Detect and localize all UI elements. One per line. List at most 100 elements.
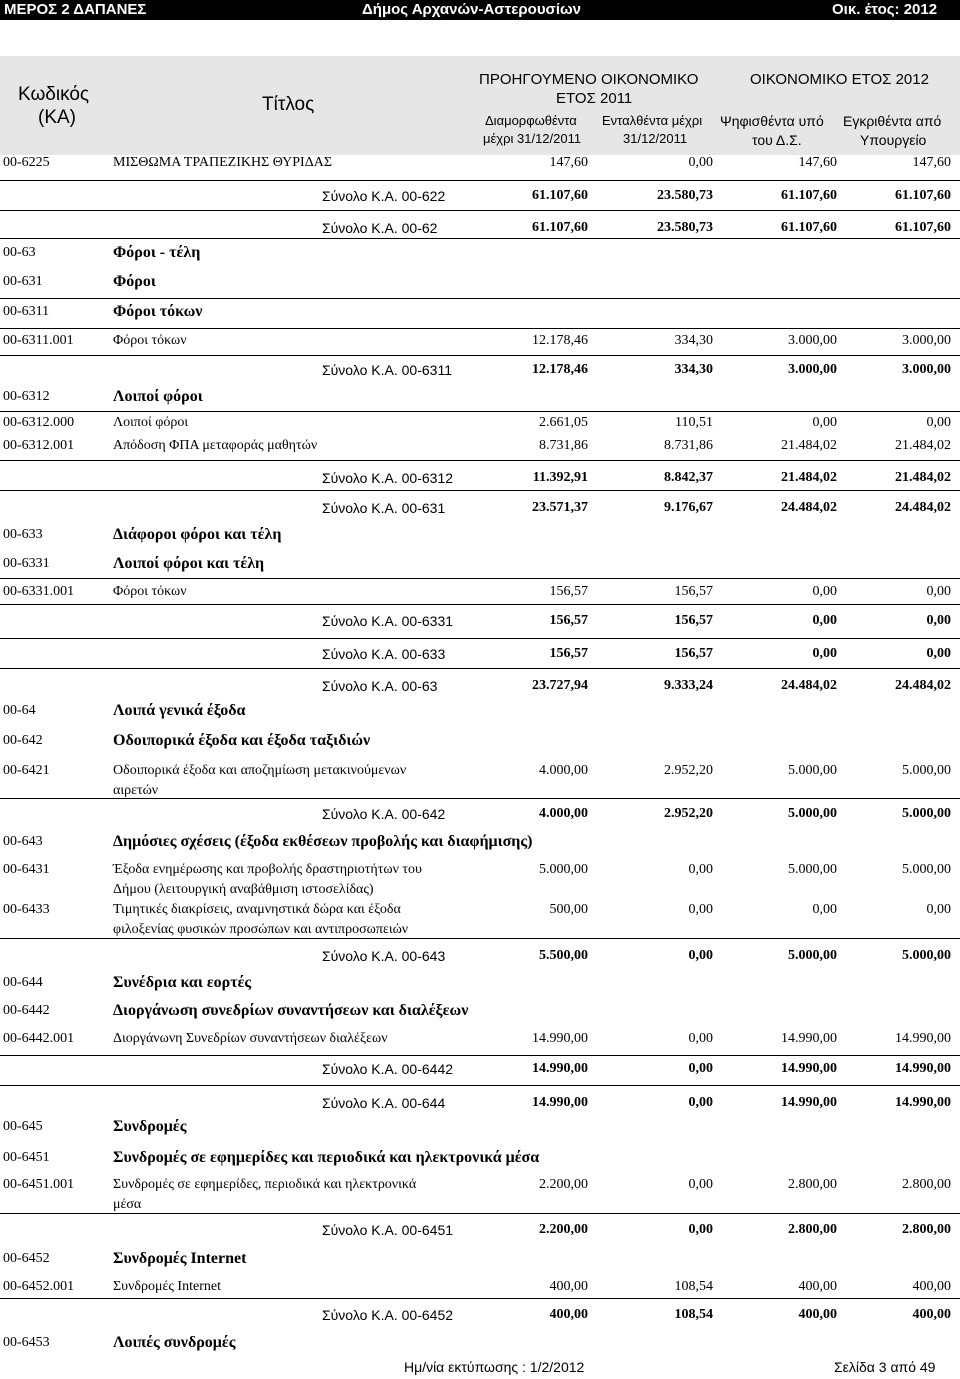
table-row: 00-631 Φόροι	[0, 273, 960, 294]
row-code: 00-6433	[3, 902, 50, 917]
row-title-cont: μέσα	[113, 1197, 142, 1212]
amount-col-4: 2.800,00	[902, 1222, 951, 1237]
row-title-cont: φιλοξενίας φυσικών προσώπων και αντιπροσ…	[113, 922, 409, 937]
header-prev-year-2: ΕΤΟΣ 2011	[556, 90, 633, 107]
row-title: Φόροι - τέλη	[113, 244, 201, 261]
amount-col-3: 2.800,00	[788, 1177, 837, 1192]
table-row: 00-6225 ΜΙΣΘΩΜΑ ΤΡΑΠΕΖΙΚΗΣ ΘΥΡΙΔΑΣ 147,60 0…	[0, 155, 960, 175]
row-code: 00-631	[3, 274, 43, 289]
amount-col-4: 24.484,02	[895, 678, 951, 693]
amount-col-4: 5.000,00	[902, 763, 951, 778]
row-title: Τιμητικές διακρίσεις, αναμνηστικά δώρα κ…	[113, 902, 401, 917]
table-row: 00-644 Συνέδρια και εορτές	[0, 974, 960, 995]
amount-col-2: 110,51	[675, 415, 713, 430]
table-row: 00-645 Συνδρομές	[0, 1118, 960, 1139]
total-label: Σύνολο Κ.Α. 00-62	[322, 220, 438, 236]
print-date: Ημ/νία εκτύπωσης : 1/2/2012	[404, 1359, 585, 1375]
amount-col-3: 61.107,60	[781, 188, 837, 203]
amount-col-1: 156,57	[549, 584, 589, 599]
table-row: 00-6431 Έξοδα ενημέρωσης και προβολής δρα…	[0, 862, 960, 897]
amount-col-3: 0,00	[812, 646, 838, 661]
row-title: Συνδρομές Internet	[113, 1250, 247, 1267]
amount-col-2: 334,30	[674, 333, 714, 348]
amount-col-1: 4.000,00	[539, 763, 588, 778]
top-bar: ΜΕΡΟΣ 2 ΔΑΠΑΝΕΣ Δήμος Αρχανών-Αστερουσίω…	[0, 0, 960, 20]
amount-col-2: 0,00	[688, 1177, 714, 1192]
amount-col-2: 0,00	[688, 862, 714, 877]
amount-col-4: 24.484,02	[895, 500, 951, 515]
total-row: Σύνολο Κ.Α. 00-622 61.107,60 23.580,73 61.1…	[0, 188, 960, 208]
amount-col-1: 12.178,46	[532, 362, 588, 377]
amount-col-4: 0,00	[926, 415, 952, 430]
amount-col-2: 9.176,67	[664, 500, 713, 515]
page-number: Σελίδα 3 από 49	[834, 1359, 936, 1375]
amount-col-3: 400,00	[798, 1307, 838, 1322]
row-code: 00-6453	[3, 1335, 50, 1350]
amount-col-3: 3.000,00	[788, 362, 837, 377]
amount-col-1: 14.990,00	[532, 1061, 588, 1076]
row-code: 00-645	[3, 1119, 43, 1134]
row-title: Συνδρομές σε εφημερίδες και περιοδικά κα…	[113, 1149, 540, 1166]
header-col4-a: Εγκριθέντα από	[843, 113, 942, 129]
row-title: Απόδοση ΦΠΑ μεταφοράς μαθητών	[113, 438, 318, 453]
table-row: 00-6453 Λοιπές συνδρομές	[0, 1334, 960, 1355]
total-row: Σύνολο Κ.Α. 00-633 156,57 156,57 0,00 0,00	[0, 646, 960, 666]
amount-col-1: 12.178,46	[532, 333, 588, 348]
amount-col-2: 8.731,86	[664, 438, 713, 453]
amount-col-4: 400,00	[912, 1279, 952, 1294]
amount-col-2: 108,54	[674, 1279, 714, 1294]
table-row: 00-6433 Τιμητικές διακρίσεις, αναμνηστικά…	[0, 902, 960, 937]
total-label: Σύνολο Κ.Α. 00-6312	[322, 470, 454, 486]
header-col1-a: Διαμορφωθέντα	[485, 113, 577, 128]
row-title: Λοιπές συνδρομές	[113, 1334, 236, 1351]
amount-col-3: 400,00	[798, 1279, 838, 1294]
row-divider	[0, 638, 960, 639]
amount-col-2: 108,54	[674, 1307, 714, 1322]
amount-col-1: 23.571,37	[532, 500, 588, 515]
header-col3-b: του Δ.Σ.	[752, 132, 802, 148]
table-row: 00-633 Διάφοροι φόροι και τέλη	[0, 526, 960, 547]
row-title: Έξοδα ενημέρωσης και προβολής δραστηριοτ…	[113, 862, 422, 877]
row-title: Συνδρομές	[113, 1118, 187, 1135]
row-divider	[0, 1213, 960, 1214]
amount-col-3: 21.484,02	[781, 470, 837, 485]
row-code: 00-642	[3, 733, 43, 748]
table-row: 00-6442.001 Διοργάνωνη Συνεδρίων συναντήσ…	[0, 1031, 960, 1051]
amount-col-4: 61.107,60	[895, 188, 951, 203]
table-row: 00-6331 Λοιποί φόροι και τέλη	[0, 555, 960, 576]
row-divider	[0, 328, 960, 329]
total-label: Σύνολο Κ.Α. 00-6442	[322, 1061, 454, 1077]
amount-col-3: 14.990,00	[781, 1095, 837, 1110]
row-code: 00-6442	[3, 1003, 50, 1018]
amount-col-4: 5.000,00	[902, 806, 951, 821]
total-label: Σύνολο Κ.Α. 00-643	[322, 948, 446, 964]
row-title: Φόροι τόκων	[113, 303, 203, 320]
fiscal-year: Οικ. έτος: 2012	[832, 1, 938, 18]
table-row: 00-6312 Λοιποί φόροι	[0, 388, 960, 409]
header-col2-a: Ενταλθέντα μέχρι	[602, 113, 703, 128]
amount-col-3: 147,60	[798, 155, 838, 170]
total-row: Σύνολο Κ.Α. 00-6311 12.178,46 334,30 3.000,…	[0, 362, 960, 382]
row-title: Συνδρομές σε εφημερίδες, περιοδικά και η…	[113, 1177, 417, 1192]
row-title: Φόροι	[113, 273, 156, 290]
amount-col-3: 2.800,00	[788, 1222, 837, 1237]
row-code: 00-6312.001	[3, 438, 75, 453]
amount-col-4: 0,00	[926, 902, 952, 917]
table-row: 00-6312.001 Απόδοση ΦΠΑ μεταφοράς μαθητών…	[0, 438, 960, 458]
table-row: 00-6311.001 Φόροι τόκων 12.178,46 334,30 3.0…	[0, 333, 960, 353]
amount-col-1: 400,00	[549, 1279, 589, 1294]
row-code: 00-633	[3, 527, 43, 542]
amount-col-2: 334,30	[674, 362, 714, 377]
amount-col-4: 5.000,00	[902, 862, 951, 877]
amount-col-1: 500,00	[549, 902, 589, 917]
total-row: Σύνολο Κ.Α. 00-643 5.500,00 0,00 5.000,00 5.…	[0, 948, 960, 968]
amount-col-1: 2.661,05	[539, 415, 588, 430]
amount-col-3: 14.990,00	[781, 1061, 837, 1076]
row-divider	[0, 180, 960, 181]
row-code: 00-6331.001	[3, 584, 75, 599]
amount-col-1: 2.200,00	[539, 1177, 588, 1192]
amount-col-4: 5.000,00	[902, 948, 951, 963]
row-divider	[0, 238, 960, 239]
header-code-1: Κωδικός	[18, 84, 90, 105]
row-divider	[0, 668, 960, 669]
